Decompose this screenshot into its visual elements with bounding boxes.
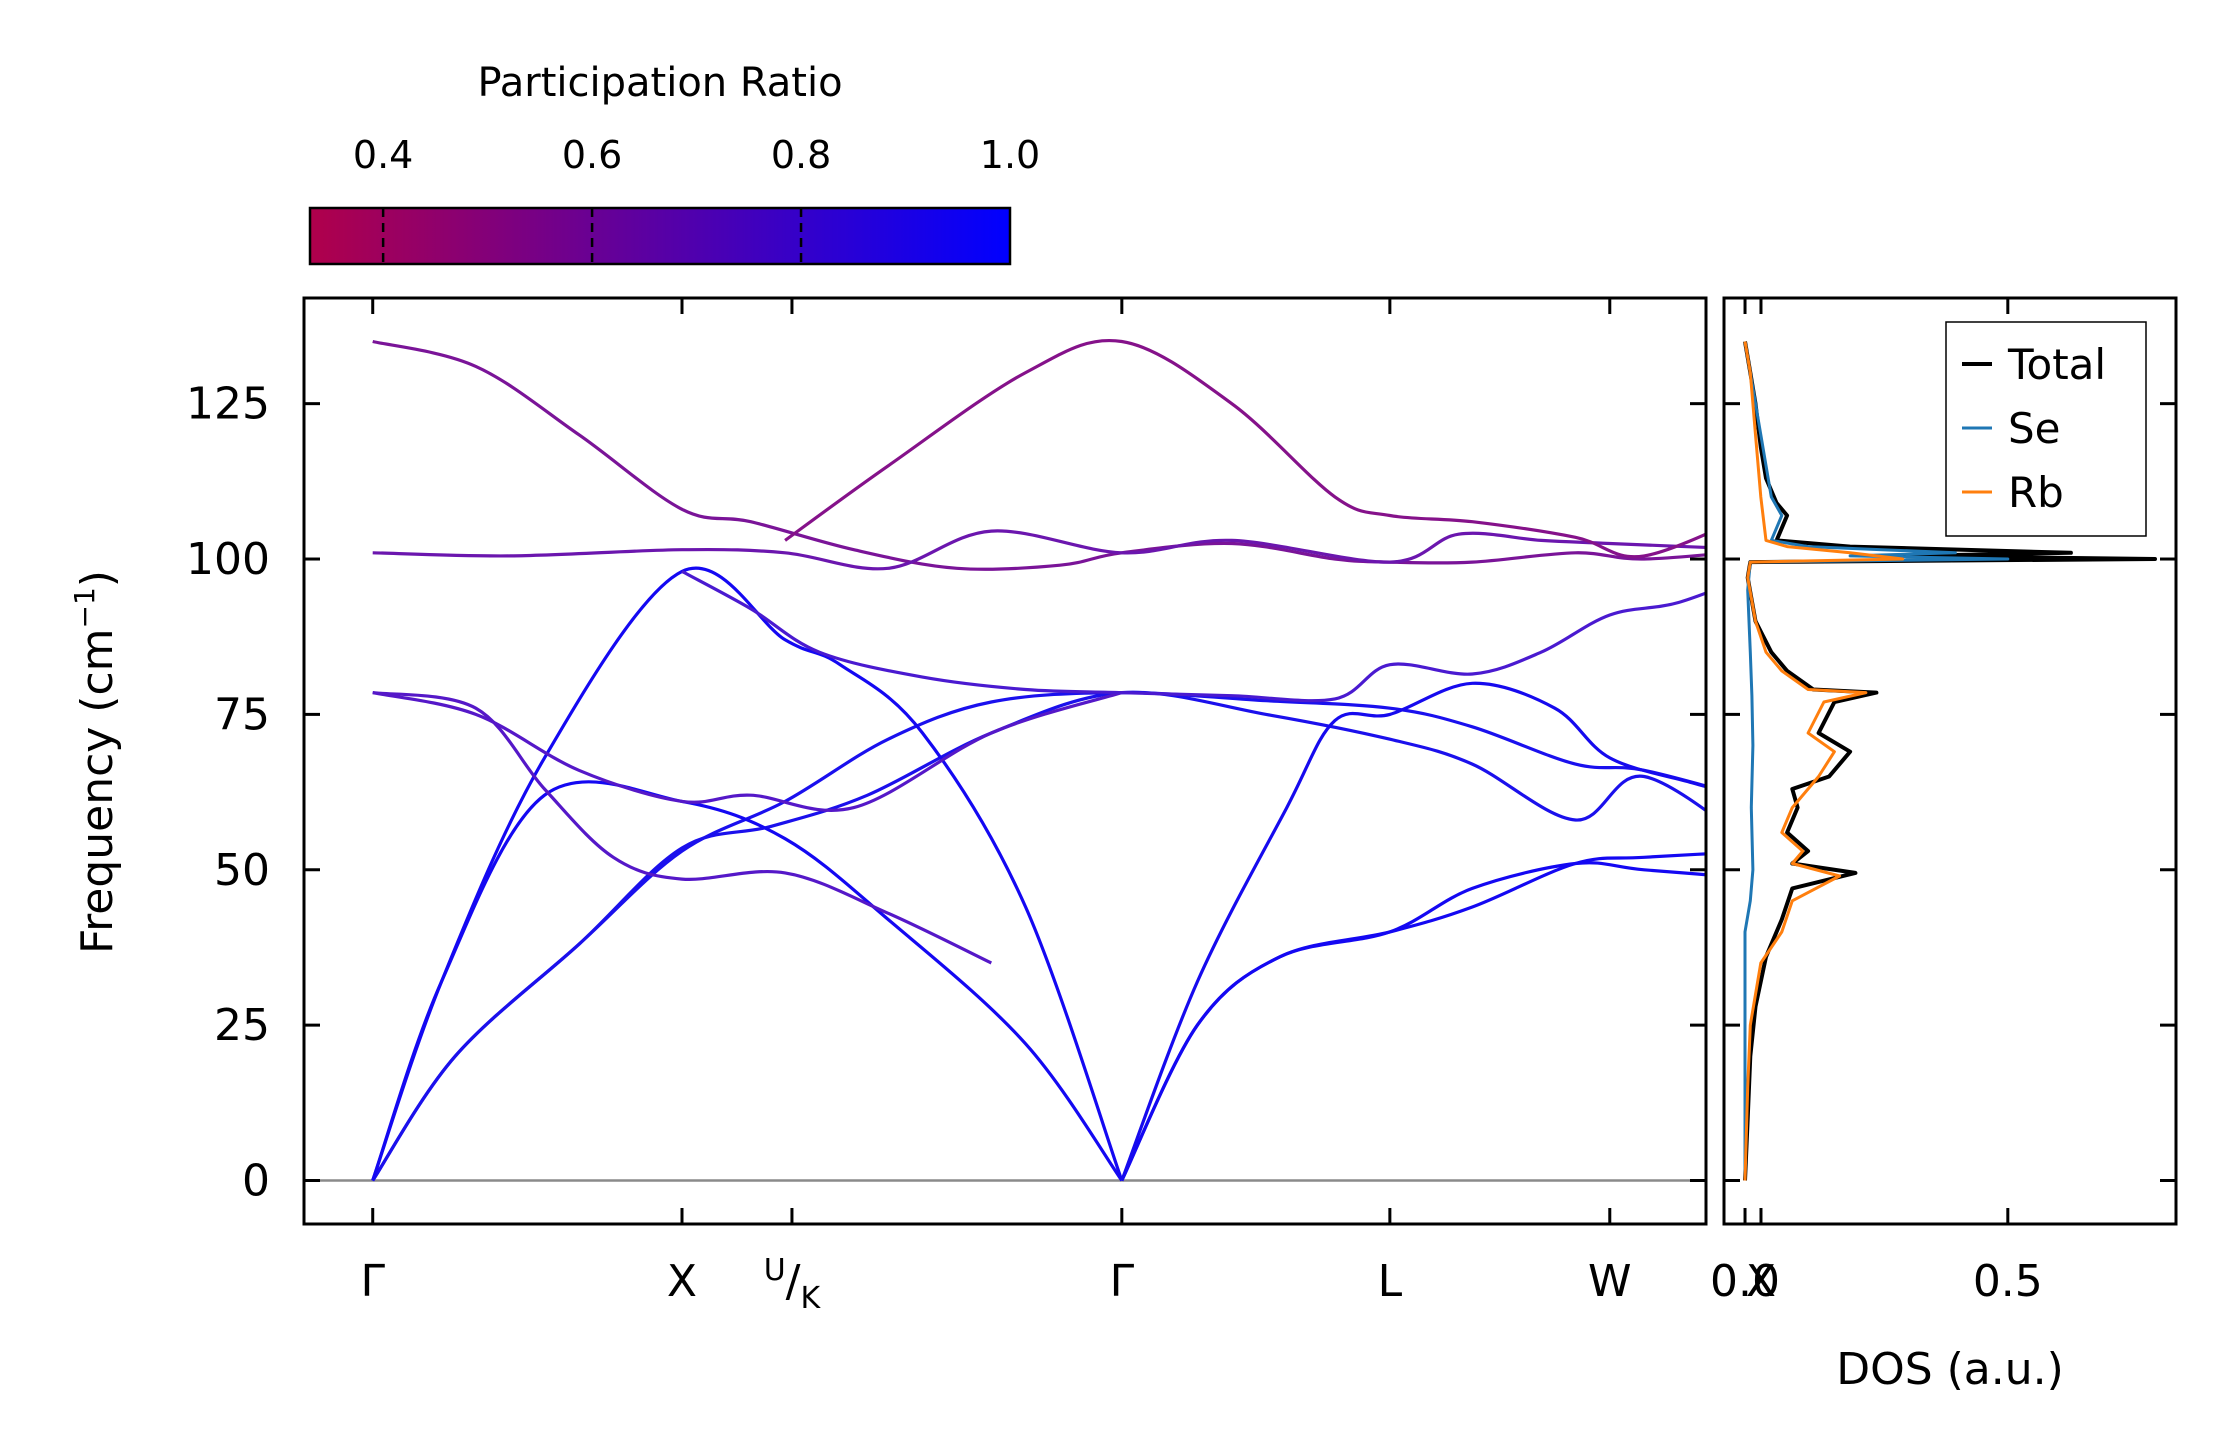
high-symmetry-label: W [1588, 1256, 1632, 1307]
y-tick-label: 25 [214, 1000, 270, 1051]
band-y-ticks: 0 25 50 75 100 125 [186, 379, 1706, 1206]
band-optical-low-1 [372, 691, 992, 965]
colorbar-tick-label: 0.8 [771, 133, 831, 177]
colorbar-title: Participation Ratio [477, 60, 842, 106]
colorbar: Participation Ratio 0.4 0.6 0.8 1.0 [308, 60, 1040, 266]
band-acoustic-6 [1120, 861, 1706, 1182]
y-tick-label: 75 [214, 689, 270, 740]
high-symmetry-label: L [1378, 1256, 1403, 1307]
y-tick-label: 0 [242, 1155, 270, 1206]
colorbar-tick-label: 1.0 [980, 133, 1040, 177]
band-optical-high-2 [372, 529, 1706, 571]
high-symmetry-label: U/K [764, 1253, 822, 1316]
high-symmetry-label: X [1746, 1256, 1776, 1307]
band-optical-low-2 [372, 691, 1123, 812]
y-tick-label: 125 [186, 379, 270, 430]
dos-axes-frame [1722, 296, 2178, 1226]
band-lines [371, 338, 1706, 1182]
y-tick-label: 100 [186, 534, 270, 585]
band-acoustic-7 [1120, 681, 1706, 1182]
legend-items: Total Se Rb [1962, 340, 2106, 517]
band-axes-frame [302, 296, 1708, 1226]
band-optical-mid [681, 569, 1706, 703]
legend-label-se: Se [2008, 404, 2061, 453]
legend-label-rb: Rb [2008, 468, 2064, 517]
colorbar-tick-label: 0.6 [562, 133, 622, 177]
band-acoustic-2 [371, 690, 1706, 1182]
dos-lines [1743, 341, 2157, 1181]
high-symmetry-label: Γ [360, 1256, 385, 1307]
y-tick-label: 50 [214, 845, 270, 896]
dos-x-axis-title: DOS (a.u.) [1836, 1344, 2064, 1395]
band-x-ticks: Γ X U/K Γ L W X [360, 298, 1776, 1316]
colorbar-bar [308, 206, 1012, 266]
legend-label-total: Total [2007, 340, 2106, 389]
band-optical-top [784, 338, 1706, 559]
dos-curve-rb [1743, 341, 1905, 1181]
high-symmetry-label: Γ [1110, 1256, 1135, 1307]
dos-panel: 0.0 0.5 DOS (a.u.) Total Se Rb [1710, 296, 2178, 1395]
dos-x-tick-label: 0.0 [1710, 1256, 1780, 1307]
band-acoustic-1 [371, 690, 1706, 1182]
high-symmetry-label: X [667, 1256, 697, 1307]
band-acoustic-5 [1120, 852, 1706, 1182]
band-optical-high-1 [372, 339, 1706, 571]
band-acoustic-4 [371, 780, 1124, 1182]
dos-y-ticks [1724, 402, 2176, 1182]
legend: Total Se Rb [1945, 321, 2147, 537]
y-axis-title: Frequency (cm−1) [68, 570, 123, 954]
colorbar-tick-label: 0.4 [353, 133, 413, 177]
colorbar-ticks: 0.4 0.6 0.8 1.0 [353, 133, 1040, 264]
dos-x-tick-label: 0.5 [1973, 1256, 2043, 1307]
dos-x-ticks: 0.0 0.5 [1710, 298, 2043, 1307]
band-structure-panel: 0 25 50 75 100 125 Γ X U/K Γ L W X Frequency (cm−1) [68, 296, 1776, 1316]
